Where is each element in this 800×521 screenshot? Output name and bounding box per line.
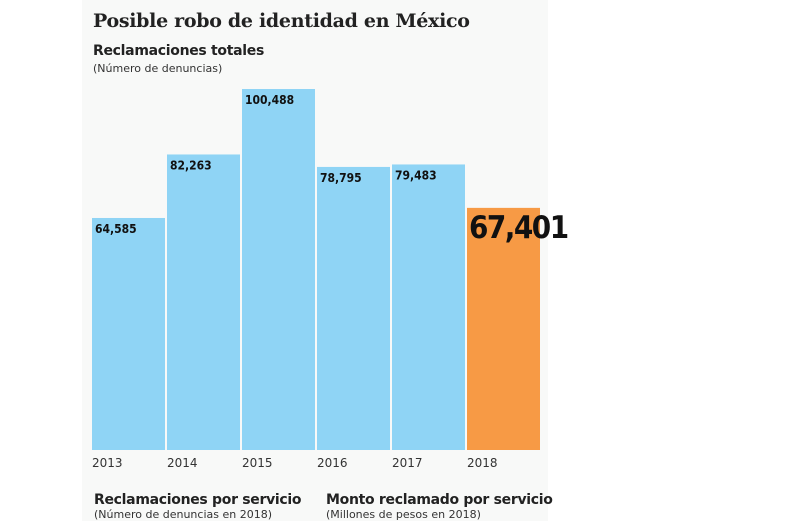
bar-2015 (242, 89, 315, 450)
bar-2014 (167, 154, 240, 450)
footer-right-title: Monto reclamado por servicio (326, 492, 553, 508)
bar-2017 (392, 164, 465, 450)
x-tick-label: 2015 (242, 456, 273, 470)
bar-2013 (92, 217, 165, 450)
bar-2016 (317, 166, 390, 450)
bar-value-label: 79,483 (395, 168, 437, 182)
footer-left-note: (Número de denuncias en 2018) (94, 508, 272, 521)
chart-note: (Número de denuncias) (93, 62, 223, 75)
footer-left-title: Reclamaciones por servicio (94, 492, 302, 508)
footer-right-note: (Millones de pesos en 2018) (326, 508, 481, 521)
bar-value-label: 67,401 (469, 210, 568, 246)
x-tick-label: 2018 (467, 456, 498, 470)
bar-value-label: 100,488 (245, 93, 294, 107)
x-tick-label: 2013 (92, 456, 123, 470)
bar-value-label: 78,795 (320, 171, 362, 185)
x-tick-label: 2016 (317, 456, 348, 470)
bar-value-label: 64,585 (95, 222, 137, 236)
x-tick-label: 2014 (167, 456, 198, 470)
chart-title: Posible robo de identidad en México (93, 10, 470, 32)
x-tick-label: 2017 (392, 456, 423, 470)
chart-subtitle: Reclamaciones totales (93, 43, 265, 59)
bar-value-label: 82,263 (170, 158, 212, 172)
bar-2018 (467, 207, 540, 450)
